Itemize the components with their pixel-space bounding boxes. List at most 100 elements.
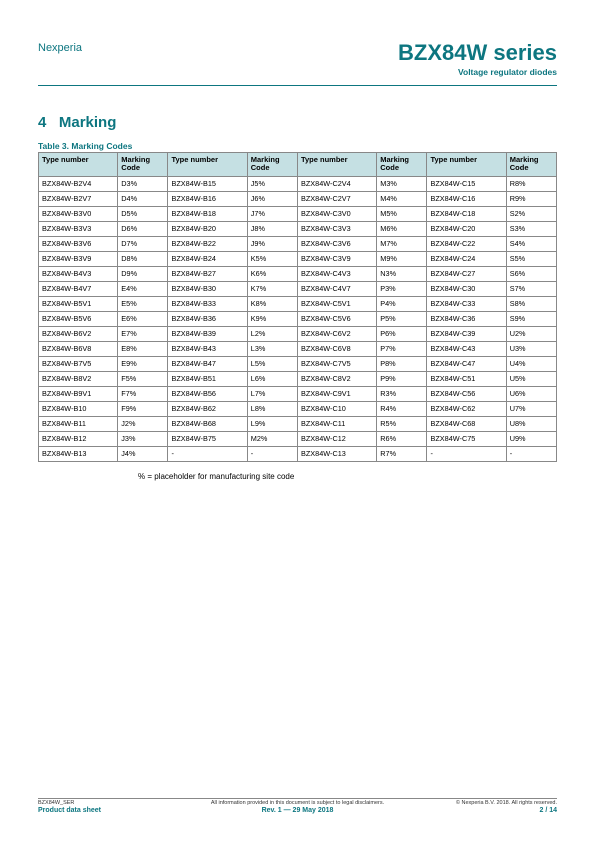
section-title-text: Marking xyxy=(59,114,117,131)
table-cell: BZX84W-B9V1 xyxy=(39,386,118,401)
table-cell: K6% xyxy=(247,266,297,281)
table-row: BZX84W-B3V9D8%BZX84W-B24K5%BZX84W-C3V9M9… xyxy=(39,251,557,266)
table-cell: BZX84W-C5V1 xyxy=(297,296,376,311)
table-header-cell: MarkingCode xyxy=(377,153,427,177)
table-cell: BZX84W-B3V0 xyxy=(39,206,118,221)
table-cell: R6% xyxy=(377,431,427,446)
table-cell: U3% xyxy=(506,341,556,356)
table-cell: BZX84W-C9V1 xyxy=(297,386,376,401)
table-cell: BZX84W-B5V1 xyxy=(39,296,118,311)
table-cell: F5% xyxy=(118,371,168,386)
table-cell: BZX84W-C6V2 xyxy=(297,326,376,341)
table-cell: BZX84W-C2V4 xyxy=(297,176,376,191)
table-cell: K8% xyxy=(247,296,297,311)
table-cell: BZX84W-C43 xyxy=(427,341,506,356)
table-cell: BZX84W-B56 xyxy=(168,386,247,401)
table-cell: S8% xyxy=(506,296,556,311)
table-cell: M5% xyxy=(377,206,427,221)
table-header-cell: MarkingCode xyxy=(247,153,297,177)
table-cell: BZX84W-C10 xyxy=(297,401,376,416)
table-cell: U9% xyxy=(506,431,556,446)
product-subtitle: Voltage regulator diodes xyxy=(398,67,557,77)
table-cell: BZX84W-C3V6 xyxy=(297,236,376,251)
table-cell: BZX84W-C8V2 xyxy=(297,371,376,386)
table-cell: BZX84W-B24 xyxy=(168,251,247,266)
table-cell: BZX84W-C13 xyxy=(297,446,376,461)
table-cell: BZX84W-C30 xyxy=(427,281,506,296)
table-cell: BZX84W-B27 xyxy=(168,266,247,281)
table-cell: U4% xyxy=(506,356,556,371)
table-cell: M4% xyxy=(377,191,427,206)
table-cell: L6% xyxy=(247,371,297,386)
table-cell: J5% xyxy=(247,176,297,191)
table-cell: L5% xyxy=(247,356,297,371)
table-cell: R9% xyxy=(506,191,556,206)
table-cell: BZX84W-B6V8 xyxy=(39,341,118,356)
table-cell: BZX84W-B36 xyxy=(168,311,247,326)
table-cell: BZX84W-B4V7 xyxy=(39,281,118,296)
table-cell: BZX84W-C6V8 xyxy=(297,341,376,356)
table-header-cell: MarkingCode xyxy=(118,153,168,177)
table-row: BZX84W-B6V8E8%BZX84W-B43L3%BZX84W-C6V8P7… xyxy=(39,341,557,356)
section-number: 4 xyxy=(38,114,46,131)
table-cell: F7% xyxy=(118,386,168,401)
footer-divider xyxy=(38,798,557,799)
table-cell: BZX84W-B51 xyxy=(168,371,247,386)
table-cell: L8% xyxy=(247,401,297,416)
table-cell: BZX84W-C3V3 xyxy=(297,221,376,236)
table-row: BZX84W-B3V3D6%BZX84W-B20J8%BZX84W-C3V3M6… xyxy=(39,221,557,236)
table-cell: BZX84W-B30 xyxy=(168,281,247,296)
table-cell: S5% xyxy=(506,251,556,266)
table-cell: P8% xyxy=(377,356,427,371)
table-cell: N3% xyxy=(377,266,427,281)
table-cell: R7% xyxy=(377,446,427,461)
page-footer: BZX84W_SER All information provided in t… xyxy=(38,798,557,815)
table-cell: S3% xyxy=(506,221,556,236)
table-cell: BZX84W-B11 xyxy=(39,416,118,431)
table-header-cell: Type number xyxy=(297,153,376,177)
table-cell: BZX84W-C24 xyxy=(427,251,506,266)
table-cell: R8% xyxy=(506,176,556,191)
table-cell: BZX84W-B7V5 xyxy=(39,356,118,371)
table-caption: Table 3. Marking Codes xyxy=(38,141,557,151)
table-cell: BZX84W-B4V3 xyxy=(39,266,118,281)
table-cell: L7% xyxy=(247,386,297,401)
table-cell: BZX84W-B8V2 xyxy=(39,371,118,386)
table-cell: BZX84W-B68 xyxy=(168,416,247,431)
table-cell: BZX84W-B13 xyxy=(39,446,118,461)
table-cell: E4% xyxy=(118,281,168,296)
table-cell: BZX84W-C27 xyxy=(427,266,506,281)
table-header-cell: Type number xyxy=(427,153,506,177)
table-cell: BZX84W-C15 xyxy=(427,176,506,191)
table-cell: BZX84W-C39 xyxy=(427,326,506,341)
table-cell: J7% xyxy=(247,206,297,221)
table-cell: E6% xyxy=(118,311,168,326)
table-row: BZX84W-B5V6E6%BZX84W-B36K9%BZX84W-C5V6P5… xyxy=(39,311,557,326)
table-cell: K5% xyxy=(247,251,297,266)
table-cell: U8% xyxy=(506,416,556,431)
table-header-cell: Type number xyxy=(39,153,118,177)
table-cell: J4% xyxy=(118,446,168,461)
table-row: BZX84W-B6V2E7%BZX84W-B39L2%BZX84W-C6V2P6… xyxy=(39,326,557,341)
marking-codes-table: Type numberMarkingCodeType numberMarking… xyxy=(38,152,557,462)
table-cell: E5% xyxy=(118,296,168,311)
table-cell: P7% xyxy=(377,341,427,356)
table-cell: L9% xyxy=(247,416,297,431)
table-cell: BZX84W-C36 xyxy=(427,311,506,326)
footer-disclaimer: All information provided in this documen… xyxy=(188,800,407,806)
table-cell: BZX84W-C62 xyxy=(427,401,506,416)
table-cell: S2% xyxy=(506,206,556,221)
table-row: BZX84W-B9V1F7%BZX84W-B56L7%BZX84W-C9V1R3… xyxy=(39,386,557,401)
table-cell: R5% xyxy=(377,416,427,431)
table-cell: BZX84W-C75 xyxy=(427,431,506,446)
table-cell: M2% xyxy=(247,431,297,446)
table-header-row: Type numberMarkingCodeType numberMarking… xyxy=(39,153,557,177)
table-cell: - xyxy=(247,446,297,461)
table-cell: M3% xyxy=(377,176,427,191)
table-cell: S9% xyxy=(506,311,556,326)
table-cell: - xyxy=(168,446,247,461)
table-row: BZX84W-B4V3D9%BZX84W-B27K6%BZX84W-C4V3N3… xyxy=(39,266,557,281)
table-cell: BZX84W-C3V0 xyxy=(297,206,376,221)
table-cell: E8% xyxy=(118,341,168,356)
table-cell: D5% xyxy=(118,206,168,221)
